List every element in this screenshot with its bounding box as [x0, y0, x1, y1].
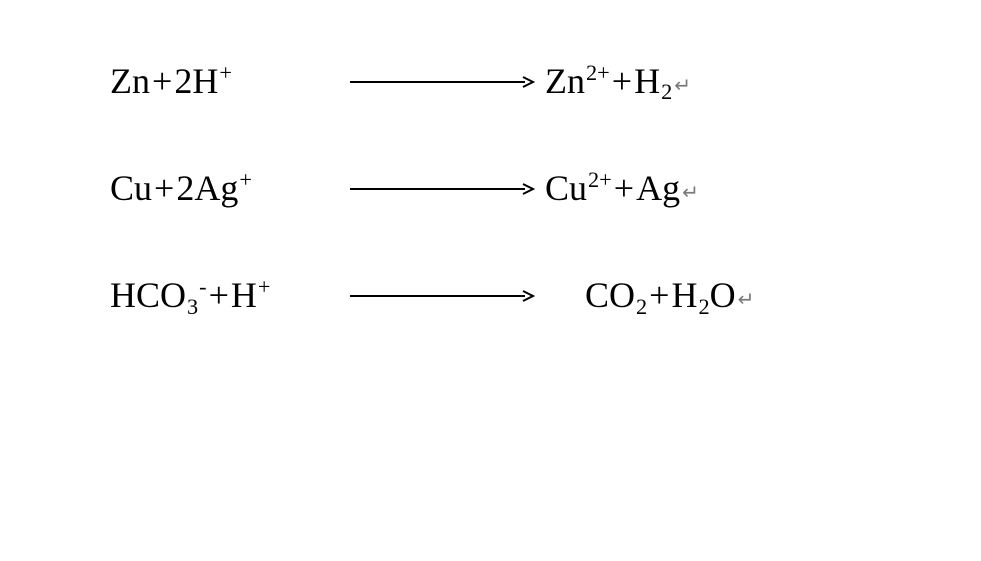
eq3-lhs: HCO3- + H+: [110, 274, 340, 317]
term-sup: +: [219, 60, 232, 87]
plus-op: +: [649, 274, 669, 317]
eq1-rhs-term-2: H2: [634, 60, 672, 103]
eq3-rhs-term-0: CO2: [585, 274, 647, 317]
term-sub: 2: [661, 79, 672, 106]
trail-mark: ↵: [738, 289, 755, 313]
eq2-rhs-term-0: Cu2+: [545, 167, 612, 210]
eq2-lhs-term-2: 2Ag+: [176, 167, 252, 210]
term-sub: 2: [698, 294, 709, 321]
eq2-lhs-term-0: Cu: [110, 167, 152, 210]
eq1-lhs: Zn + 2H+: [110, 60, 340, 103]
eq3-rhs-term-2: H2O: [671, 274, 735, 317]
arrow-icon: [350, 181, 535, 197]
plus-op: +: [152, 60, 172, 103]
term-base: Cu: [110, 167, 152, 210]
term-sup: +: [239, 167, 252, 194]
term-sup: 2+: [586, 60, 610, 87]
plus-op: +: [612, 60, 632, 103]
term-base: Zn: [110, 60, 150, 103]
term-base: Cu: [545, 167, 587, 210]
eq3-lhs-term-0: HCO3-: [110, 274, 207, 317]
trail-mark: ↵: [674, 75, 691, 99]
trail-mark: ↵: [682, 182, 699, 206]
eq1-lhs-term-0: Zn: [110, 60, 150, 103]
term-sup: +: [258, 274, 271, 301]
coef: 2: [176, 167, 194, 210]
term-base: H: [634, 60, 660, 103]
eq2-lhs: Cu + 2Ag+: [110, 167, 340, 210]
plus-op: +: [614, 167, 634, 210]
equation-row-3: HCO3- + H+ CO2 + H2O ↵: [110, 274, 871, 317]
arrow-icon: [350, 288, 535, 304]
term-base: Zn: [545, 60, 585, 103]
term-base: HCO: [110, 274, 186, 317]
term-sub: 2: [636, 294, 647, 321]
eq1-lhs-term-2: 2H+: [174, 60, 232, 103]
term-sup: 2+: [588, 167, 612, 194]
equation-row-2: Cu + 2Ag+ Cu2+ + Ag ↵: [110, 167, 871, 210]
coef: 2: [174, 60, 192, 103]
term-base: Ag: [636, 167, 680, 210]
eq1-rhs-term-0: Zn2+: [545, 60, 610, 103]
arrow-icon: [350, 74, 535, 90]
eq2-rhs-term-2: Ag: [636, 167, 680, 210]
eq1-rhs: Zn2+ + H2 ↵: [545, 60, 691, 103]
term-base: CO: [585, 274, 635, 317]
term-base: H: [231, 274, 257, 317]
plus-op: +: [154, 167, 174, 210]
term-base: H: [671, 274, 697, 317]
eq3-lhs-term-2: H+: [231, 274, 271, 317]
equation-row-1: Zn + 2H+ Zn2+ + H2 ↵: [110, 60, 871, 103]
plus-op: +: [209, 274, 229, 317]
term-sub: 3: [187, 294, 198, 321]
eq2-rhs: Cu2+ + Ag ↵: [545, 167, 699, 210]
term-sup: -: [199, 274, 206, 301]
eq3-rhs: CO2 + H2O ↵: [585, 274, 754, 317]
term-base: Ag: [194, 167, 238, 210]
term-base: H: [192, 60, 218, 103]
term-tail-base: O: [710, 274, 736, 317]
